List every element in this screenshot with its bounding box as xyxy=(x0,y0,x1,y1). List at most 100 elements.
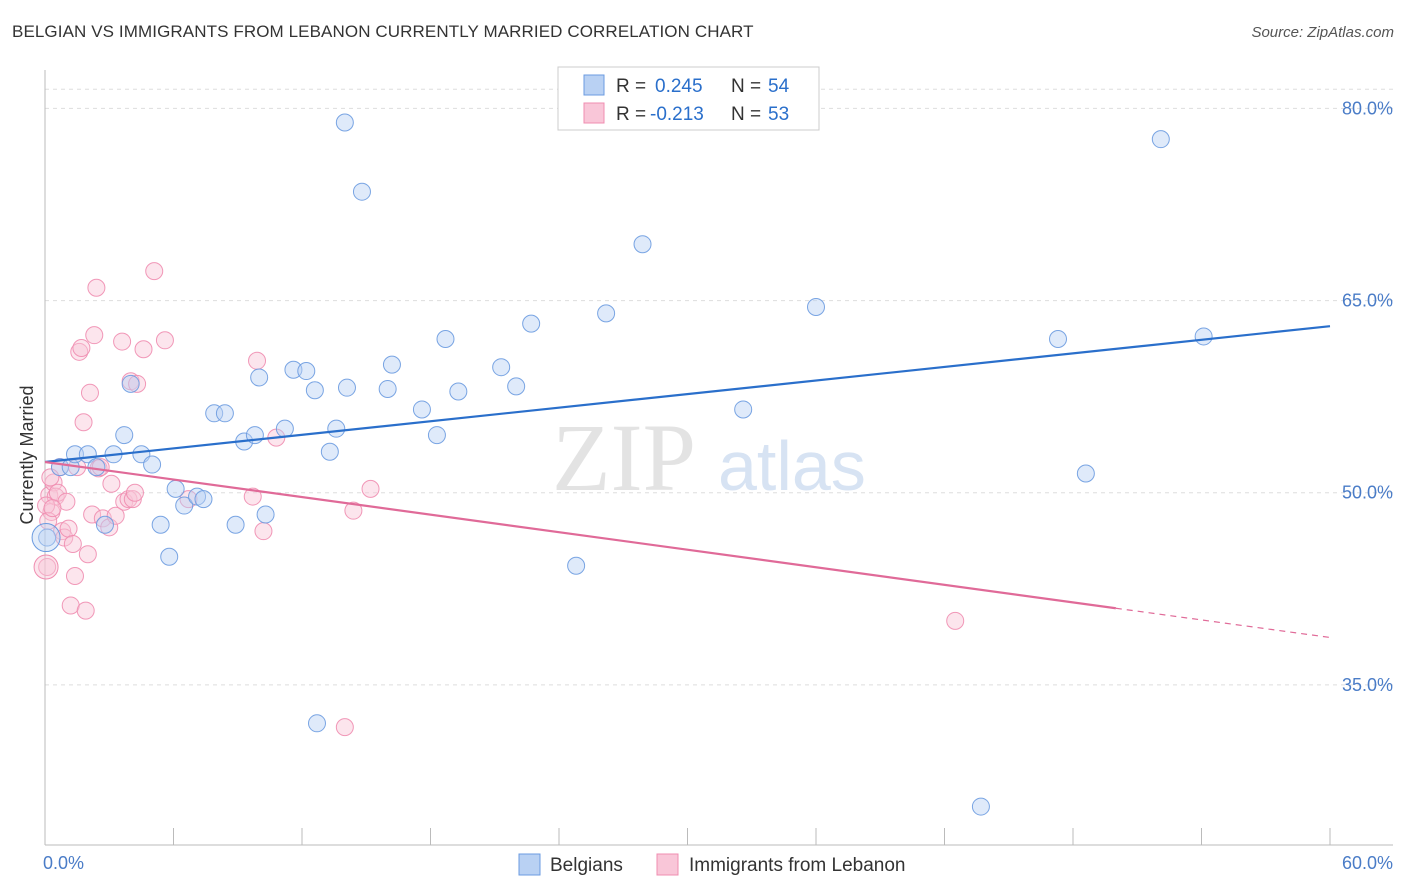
scatter-point xyxy=(320,442,339,461)
scatter-point xyxy=(284,360,303,379)
watermark-zip: ZIP xyxy=(552,404,696,511)
scatter-point xyxy=(307,714,326,733)
scatter-point xyxy=(78,545,97,564)
scatter-point xyxy=(115,426,134,445)
scatter-point xyxy=(113,332,132,351)
trend-lines xyxy=(44,325,1331,639)
scatter-point xyxy=(335,113,354,132)
scatter-point xyxy=(1151,130,1170,149)
scatter-point xyxy=(38,528,57,547)
scatter-point xyxy=(382,355,401,374)
scatter-point xyxy=(125,483,144,502)
scatter-point xyxy=(194,490,213,509)
stats-legend-blue-n-value: 54 xyxy=(768,76,790,97)
scatter-point xyxy=(412,400,431,419)
scatter-point xyxy=(134,340,153,359)
y-axis-title: Currently Married xyxy=(17,385,37,524)
scatter-point xyxy=(522,314,541,333)
scatter-point xyxy=(436,330,455,349)
scatter-point xyxy=(128,374,147,393)
scatter-point xyxy=(243,487,262,506)
scatter-point xyxy=(63,534,82,553)
scatter-point xyxy=(1049,330,1068,349)
scatter-point xyxy=(59,519,78,538)
scatter-point xyxy=(106,506,125,525)
legend-belgians-swatch xyxy=(518,853,541,876)
scatter-point xyxy=(248,351,267,370)
scatter-point xyxy=(95,515,114,534)
scatter-point xyxy=(305,381,324,400)
scatter-point xyxy=(143,455,162,474)
scatter-point xyxy=(123,490,142,509)
scatter-point xyxy=(275,419,294,438)
scatter-point xyxy=(61,596,80,615)
scatter-point xyxy=(1076,464,1095,483)
scatter-point xyxy=(175,496,194,515)
scatter-point xyxy=(102,474,121,493)
axes xyxy=(44,70,1393,846)
scatter-point xyxy=(155,331,174,350)
scatter-point xyxy=(971,797,990,816)
scatter-point xyxy=(1194,327,1213,346)
trend-line-lebanon xyxy=(44,460,1116,610)
legend-lebanon-swatch xyxy=(656,853,679,876)
scatter-point xyxy=(38,558,57,577)
scatter-point xyxy=(65,566,84,585)
y-tick-label: 80.0% xyxy=(1342,98,1393,118)
scatter-point xyxy=(344,501,363,520)
scatter-point xyxy=(121,374,140,393)
scatter-point xyxy=(80,383,99,402)
scatter-point xyxy=(337,378,356,397)
series-legend: Belgians Immigrants from Lebanon xyxy=(518,853,906,876)
stats-legend-pink-r-value: -0.213 xyxy=(650,104,704,125)
series-belgians-points xyxy=(31,113,1213,816)
x-ticks xyxy=(44,828,1331,845)
scatter-point xyxy=(734,400,753,419)
scatter-point xyxy=(160,547,179,566)
scatter-point xyxy=(215,404,234,423)
scatter-point xyxy=(43,499,62,518)
stats-legend-pink-swatch xyxy=(583,102,605,124)
scatter-point xyxy=(507,377,526,396)
scatter-point xyxy=(378,379,397,398)
stats-legend-blue-swatch xyxy=(583,74,605,96)
scatter-point xyxy=(91,458,110,477)
y-tick-label: 35.0% xyxy=(1342,675,1393,695)
trend-line-lebanon-extrapolated xyxy=(1115,607,1331,639)
scatter-point xyxy=(83,505,102,524)
scatter-point xyxy=(226,515,245,534)
scatter-point xyxy=(85,326,104,345)
scatter-point xyxy=(427,426,446,445)
trend-line-belgians xyxy=(44,325,1331,464)
scatter-point-large xyxy=(31,523,61,553)
scatter-point xyxy=(597,304,616,323)
source-credit: Source: ZipAtlas.com xyxy=(1251,24,1394,41)
scatter-point xyxy=(87,278,106,297)
stats-legend-pink-n-value: 53 xyxy=(768,104,789,125)
scatter-point xyxy=(76,601,95,620)
watermark-atlas: atlas xyxy=(718,427,866,505)
x-tick-label-max: 60.0% xyxy=(1342,853,1393,873)
stats-legend-blue-r-value: 0.245 xyxy=(655,76,703,97)
stats-legend-pink-r-label: R = xyxy=(616,104,646,125)
scatter-point xyxy=(946,611,965,630)
legend-belgians-label: Belgians xyxy=(550,855,623,876)
y-tick-label: 50.0% xyxy=(1342,483,1393,503)
stats-legend: R = 0.245 N = 54 R = -0.213 N = 53 xyxy=(557,66,820,131)
scatter-point xyxy=(151,515,170,534)
scatter-point xyxy=(567,556,586,575)
scatter-point xyxy=(44,473,63,492)
scatter-point xyxy=(633,235,652,254)
scatter-point xyxy=(205,404,224,423)
y-tick-labels: 35.0% 50.0% 65.0% 80.0% xyxy=(1342,98,1393,694)
y-tick-label: 65.0% xyxy=(1342,291,1393,311)
scatter-point xyxy=(254,522,273,541)
scatter-point xyxy=(335,718,354,737)
chart-title: BELGIAN VS IMMIGRANTS FROM LEBANON CURRE… xyxy=(12,22,754,41)
scatter-point xyxy=(492,358,511,377)
stats-legend-pink-n-label: N = xyxy=(731,104,761,125)
scatter-point xyxy=(145,262,164,281)
scatter-point xyxy=(256,505,275,524)
scatter-point xyxy=(807,297,825,316)
